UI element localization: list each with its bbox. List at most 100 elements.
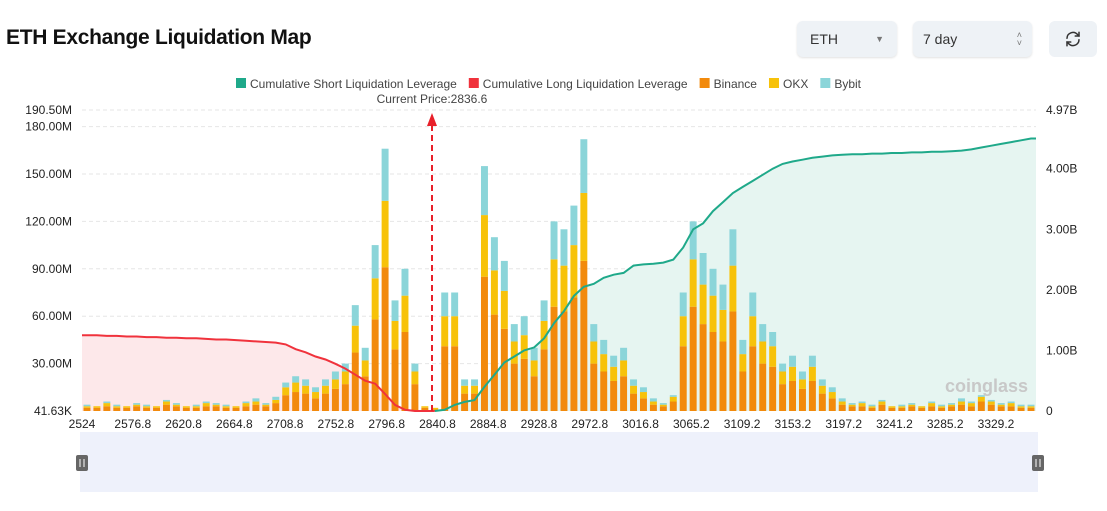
coin-select[interactable]: ETH ▼ [797,21,897,57]
binance-bar [908,406,916,411]
binance-bar [570,297,578,411]
legend-label: Binance [714,77,758,91]
binance-bar [1007,406,1015,411]
binance-bar [928,406,936,411]
binance-bar [580,260,588,411]
okx-bar [669,396,677,402]
okx-bar [540,320,548,350]
legend-swatch [820,78,831,88]
binance-bar [749,346,757,411]
okx-bar [808,366,816,381]
bybit-bar [202,401,210,404]
binance-bar [471,393,479,411]
binance-bar [779,384,787,411]
binance-bar [709,331,717,411]
bybit-bar [570,205,578,246]
binance-bar [659,406,667,411]
bybit-bar [480,166,488,216]
okx-bar [341,371,349,385]
period-select[interactable]: 7 day ˄ ˅ [913,21,1032,57]
binance-bar [232,407,240,411]
binance-bar [490,314,498,411]
x-tick-label: 3065.2 [673,417,710,431]
bybit-bar [262,403,270,405]
bybit-bar [818,379,826,386]
okx-bar [639,392,647,399]
bybit-bar [987,399,995,402]
legend-label: OKX [783,77,808,91]
okx-bar [361,360,369,377]
okx-bar [828,392,836,399]
binance-bar [530,376,538,411]
okx-bar [769,346,777,367]
binance-bar [93,407,101,411]
binance-bar [520,358,528,411]
binance-bar [421,407,429,411]
binance-bar [262,406,270,411]
okx-bar [153,406,161,408]
binance-bar [550,306,558,411]
range-slider[interactable] [80,432,1038,492]
bybit-bar [769,331,777,347]
binance-bar [351,352,359,411]
okx-bar [302,385,310,394]
coin-select-value: ETH [810,31,838,47]
bybit-bar [391,300,399,321]
okx-bar [739,354,747,372]
okx-bar [411,371,419,385]
binance-bar [113,407,121,411]
y-right-tick-label: 0 [1046,404,1053,418]
refresh-button[interactable] [1049,21,1097,57]
okx-bar [93,406,101,408]
binance-bar [878,404,886,411]
binance-bar [242,406,250,411]
legend-swatch [468,78,479,88]
bybit-bar [620,347,628,361]
okx-bar [659,404,667,407]
x-tick-label: 2840.8 [419,417,456,431]
bybit-bar [659,403,667,405]
okx-bar [471,385,479,394]
binance-bar [719,341,727,411]
x-tick-label: 2752.8 [318,417,355,431]
binance-bar [610,380,618,411]
binance-bar [192,407,200,411]
bybit-bar [510,324,518,342]
okx-bar [798,379,806,389]
y-right-tick-label: 3.00B [1046,222,1077,236]
bybit-bar [242,401,250,404]
bybit-bar [520,316,528,336]
okx-bar [371,278,379,320]
binance-bar [371,319,379,411]
x-tick-label: 2576.8 [114,417,151,431]
x-tick-label: 3329.2 [978,417,1015,431]
bybit-bar [858,401,866,404]
okx-bar [590,341,598,364]
okx-bar [779,371,787,385]
binance-bar [411,384,419,411]
okx-bar [610,366,618,381]
y-right-tick-label: 1.00B [1046,343,1077,357]
slider-handle-left[interactable] [76,455,88,471]
okx-bar [431,407,439,410]
y-left-tick-label: 30.00M [32,357,72,371]
bybit-bar [639,387,647,393]
binance-bar [540,349,548,411]
binance-bar [987,404,995,411]
binance-bar [292,392,300,411]
okx-bar [123,406,131,408]
okx-bar [252,401,260,405]
okx-bar [818,385,826,394]
slider-handle-right[interactable] [1032,455,1044,471]
okx-bar [162,401,170,405]
bybit-bar [222,404,230,407]
current-price-arrow-icon [427,113,437,126]
y-right-tick-label: 2.00B [1046,283,1077,297]
bybit-bar [709,268,717,296]
binance-bar [282,395,290,411]
okx-bar [689,259,697,307]
okx-bar [560,265,568,312]
bybit-bar [630,379,638,386]
okx-bar [351,325,359,353]
binance-bar [600,371,608,411]
